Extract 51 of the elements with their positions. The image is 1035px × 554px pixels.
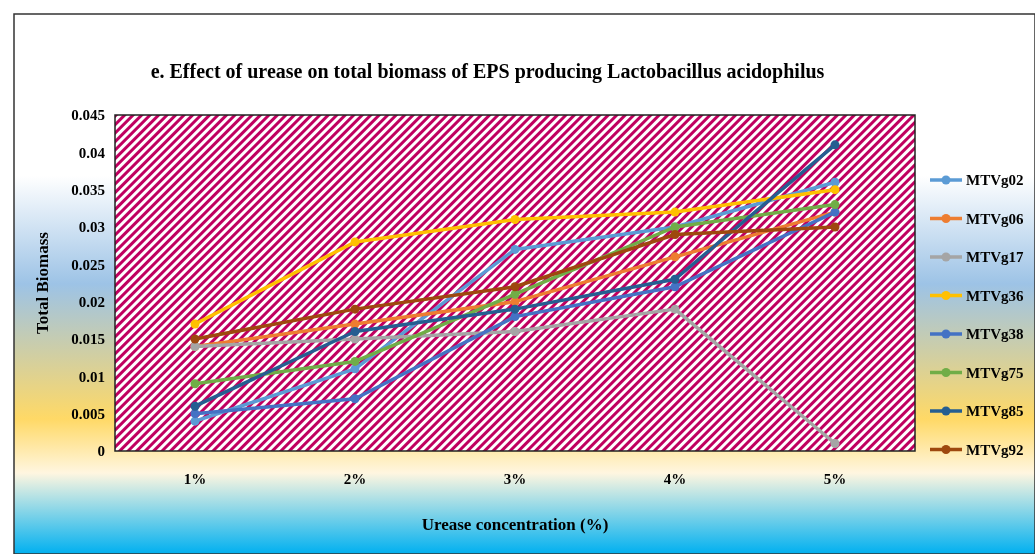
point: [670, 229, 680, 239]
point: [510, 327, 520, 337]
y-tick-label: 0: [97, 443, 105, 460]
legend-label: MTVg85: [966, 403, 1024, 420]
y-tick-label: 0.04: [78, 144, 106, 161]
point: [510, 304, 520, 314]
y-tick-label: 0.005: [71, 405, 105, 422]
point: [830, 200, 840, 210]
point: [350, 237, 360, 247]
point: [670, 274, 680, 284]
legend-label: MTVg92: [966, 441, 1024, 458]
point: [190, 401, 200, 411]
point: [830, 185, 840, 195]
point: [350, 304, 360, 314]
y-tick-label: 0.035: [71, 181, 105, 198]
point: [350, 394, 360, 404]
y-tick-label: 0.02: [78, 293, 105, 310]
point: [830, 439, 840, 449]
point: [510, 215, 520, 225]
point: [350, 356, 360, 366]
y-tick-label: 0.01: [78, 368, 105, 385]
x-tick-label: 4%: [663, 471, 687, 487]
point: [670, 207, 680, 217]
legend-label: MTVg06: [966, 210, 1024, 227]
point: [510, 244, 520, 254]
point: [670, 304, 680, 314]
y-tick-label: 0.025: [71, 256, 105, 273]
legend-label: MTVg17: [966, 249, 1024, 266]
x-tick-label: 2%: [343, 471, 367, 487]
x-tick-label: 1%: [183, 471, 207, 487]
point: [190, 416, 200, 426]
legend-label: MTVg02: [966, 172, 1024, 189]
x-tick-label: 3%: [503, 471, 527, 487]
legend-label: MTVg75: [966, 364, 1024, 381]
y-axis-title: Total Biomass: [33, 231, 52, 334]
y-tick-label: 0.045: [71, 107, 105, 124]
point: [670, 252, 680, 262]
point: [510, 282, 520, 292]
point: [190, 334, 200, 344]
legend-label: MTVg38: [966, 326, 1024, 343]
point: [830, 140, 840, 150]
x-tick-label: 5%: [823, 471, 847, 487]
y-tick-label: 0.015: [71, 331, 105, 348]
point: [350, 327, 360, 337]
legend-label: MTVg36: [966, 287, 1024, 304]
y-tick-label: 0.03: [78, 219, 105, 236]
point: [830, 222, 840, 232]
chart-title: e. Effect of urease on total biomass of EPS producing Lactobacillus acidophilus: [150, 60, 825, 83]
point: [190, 319, 200, 329]
x-axis-title: Urease concentration (%): [421, 515, 609, 534]
point: [190, 379, 200, 389]
